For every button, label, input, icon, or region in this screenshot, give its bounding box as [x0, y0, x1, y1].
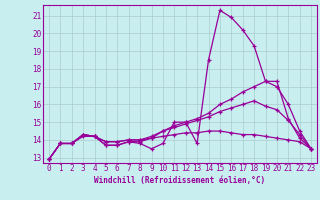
X-axis label: Windchill (Refroidissement éolien,°C): Windchill (Refroidissement éolien,°C): [94, 176, 266, 185]
